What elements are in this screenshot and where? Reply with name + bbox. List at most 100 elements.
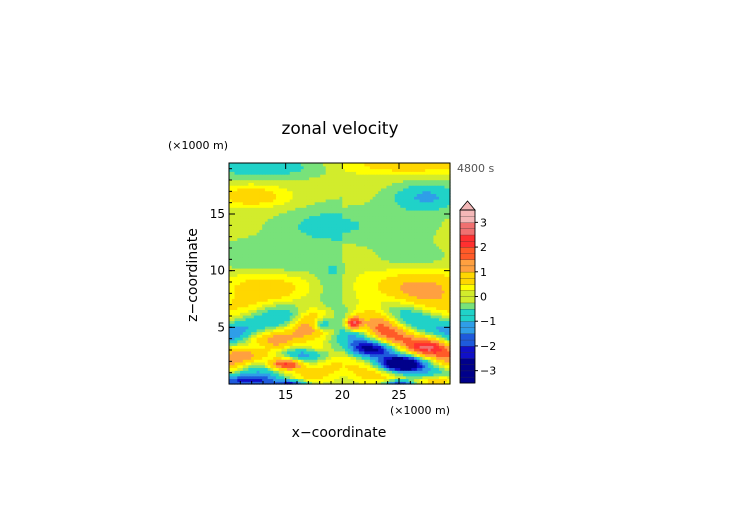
field-cell: [364, 320, 368, 324]
field-cell: [333, 259, 338, 264]
field-cell: [251, 259, 255, 264]
field-cell: [347, 367, 352, 371]
field-cell: [372, 298, 377, 302]
field-cell: [325, 223, 330, 228]
field-cell: [353, 259, 357, 264]
field-cell: [416, 270, 421, 275]
field-cell: [339, 381, 343, 385]
field-cell: [339, 334, 343, 338]
field-cell: [240, 359, 244, 363]
field-cell: [391, 281, 396, 286]
field-cell: [394, 312, 399, 316]
field-cell: [333, 245, 338, 250]
field-cell: [369, 314, 374, 319]
field-cell: [339, 248, 343, 252]
field-cell: [378, 240, 382, 244]
field-cell: [311, 237, 316, 241]
field-cell: [262, 276, 266, 280]
field-cell: [251, 314, 255, 319]
field-cell: [372, 323, 377, 327]
field-cell: [400, 223, 404, 228]
field-cell: [400, 218, 404, 222]
field-cell: [358, 279, 363, 283]
field-cell: [339, 279, 343, 283]
field-cell: [231, 279, 236, 283]
field-cell: [287, 306, 291, 311]
field-cell: [342, 284, 346, 288]
field-cell: [369, 337, 374, 341]
field-cell: [383, 345, 388, 349]
field-cell: [231, 348, 236, 352]
field-cell: [331, 221, 335, 225]
field-cell: [356, 215, 360, 219]
field-cell: [287, 345, 291, 349]
field-cell: [253, 273, 258, 277]
field-cell: [259, 337, 263, 341]
field-cell: [311, 348, 316, 352]
field-cell: [350, 359, 354, 363]
field-cell: [350, 292, 354, 297]
field-cell: [400, 309, 404, 313]
field-cell: [306, 370, 310, 374]
field-cell: [347, 270, 352, 275]
field-cell: [325, 317, 330, 322]
field-cell: [295, 303, 299, 308]
field-cell: [331, 378, 335, 382]
field-cell: [317, 303, 321, 308]
field-cell: [284, 215, 288, 219]
field-cell: [342, 295, 346, 299]
field-cell: [416, 259, 421, 264]
field-cell: [306, 276, 310, 280]
field-cell: [262, 372, 266, 377]
field-cell: [317, 381, 321, 385]
field-cell: [292, 331, 296, 335]
field-cell: [345, 290, 349, 294]
field-cell: [300, 350, 305, 355]
field-cell: [386, 312, 390, 316]
field-cell: [303, 279, 307, 283]
field-cell: [339, 375, 343, 380]
field-cell: [444, 256, 448, 261]
field-cell: [300, 342, 305, 346]
field-cell: [414, 287, 418, 291]
field-cell: [339, 353, 343, 357]
field-cell: [400, 265, 404, 269]
field-cell: [281, 287, 285, 291]
field-cell: [353, 303, 357, 308]
field-cell: [403, 370, 407, 374]
field-cell: [333, 215, 338, 219]
field-cell: [436, 262, 440, 266]
field-cell: [314, 256, 318, 261]
field-cell: [361, 281, 365, 286]
field-cell: [336, 301, 341, 305]
field-cell: [240, 234, 244, 239]
field-cell: [264, 251, 269, 255]
field-cell: [229, 226, 233, 230]
field-cell: [372, 290, 377, 294]
field-cell: [311, 221, 316, 225]
field-cell: [419, 323, 423, 327]
field-cell: [380, 254, 385, 258]
field-cell: [231, 323, 236, 327]
field-cell: [325, 312, 330, 316]
field-cell: [380, 267, 385, 272]
field-cell: [438, 273, 443, 277]
field-cell: [378, 345, 382, 349]
field-cell: [433, 290, 437, 294]
field-cell: [325, 287, 330, 291]
field-cell: [391, 237, 396, 241]
field-cell: [422, 370, 426, 374]
field-cell: [333, 301, 338, 305]
field-cell: [303, 256, 307, 261]
field-cell: [240, 254, 244, 258]
field-cell: [289, 287, 294, 291]
field-cell: [400, 212, 404, 217]
field-cell: [353, 306, 357, 311]
field-cell: [270, 215, 274, 219]
field-cell: [444, 312, 448, 316]
field-cell: [234, 223, 238, 228]
field-cell: [262, 215, 266, 219]
field-cell: [414, 295, 418, 299]
field-cell: [408, 348, 412, 352]
field-cell: [438, 223, 443, 228]
